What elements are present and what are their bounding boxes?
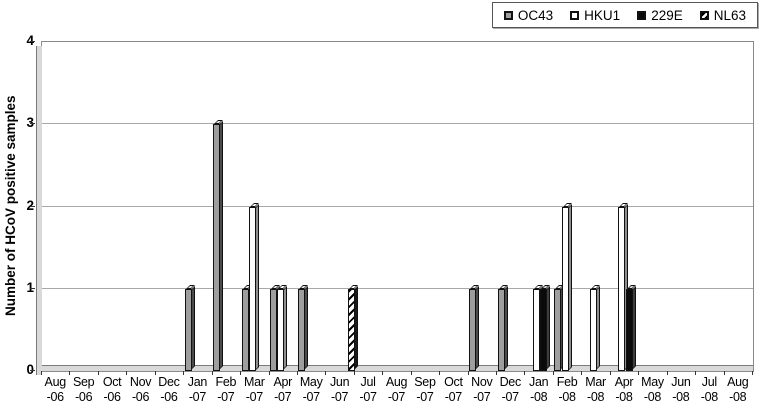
legend-label-229e: 229E <box>651 7 683 23</box>
y-tick-label-2: 2 <box>16 198 34 213</box>
legend-label-oc43: OC43 <box>517 7 554 23</box>
x-tick-mark <box>382 371 384 375</box>
bar-OC43-Feb-07 <box>213 124 221 371</box>
legend-label-nl63: NL63 <box>713 7 746 23</box>
x-tick-mark <box>268 371 270 375</box>
legend-item-hku1: HKU1 <box>570 8 620 23</box>
bar-OC43-May-07 <box>298 288 306 371</box>
x-tick-label-Nov-07: Nov -07 <box>471 375 493 404</box>
y-tick-label-1: 1 <box>16 280 34 295</box>
x-tick-mark <box>638 371 640 375</box>
x-tick-label-Aug-07: Aug -07 <box>385 375 408 404</box>
y-tick-label-4: 4 <box>16 33 34 48</box>
plot-area <box>36 41 754 375</box>
legend-item-nl63: NL63 <box>699 7 746 23</box>
bar-229E-Apr-08 <box>625 288 633 371</box>
chart-legend: OC43 HKU1 229E NL63 <box>491 2 758 28</box>
hku1-swatch-icon <box>570 10 580 20</box>
y-tick-mark <box>30 41 35 42</box>
gridline-3 <box>42 123 753 125</box>
x-tick-mark <box>609 371 611 375</box>
x-tick-label-Dec-07: Dec -07 <box>499 375 522 404</box>
bar-HKU1-Mar-07 <box>248 206 256 371</box>
legend-item-229e: 229E <box>637 8 683 23</box>
y-tick-label-3: 3 <box>16 115 34 130</box>
x-tick-mark <box>439 371 441 375</box>
axis-3d-floor <box>42 365 753 371</box>
gridline-2 <box>42 205 753 207</box>
bar-OC43-Nov-07 <box>469 288 477 371</box>
bar-HKU1-Apr-07 <box>277 288 285 371</box>
x-tick-mark <box>723 371 725 375</box>
x-tick-mark <box>69 371 71 375</box>
x-tick-mark <box>581 371 583 375</box>
x-tick-label-May-07: May -07 <box>299 375 323 404</box>
x-tick-mark <box>183 371 185 375</box>
x-tick-label-Aug-06: Aug -06 <box>44 375 67 404</box>
x-tick-label-Sep-06: Sep -06 <box>72 375 95 404</box>
x-tick-label-Mar-08: Mar -08 <box>585 375 606 404</box>
x-tick-label-Apr-08: Apr -08 <box>614 375 634 404</box>
x-tick-label-Jan-07: Jan -07 <box>187 375 208 404</box>
x-tick-mark <box>496 371 498 375</box>
x-tick-mark <box>325 371 327 375</box>
x-tick-label-Mar-07: Mar -07 <box>243 375 265 404</box>
x-tick-label-Feb-08: Feb -08 <box>556 375 578 404</box>
axis-3d-wall <box>36 46 42 375</box>
y-tick-mark <box>30 287 35 289</box>
x-tick-label-Aug-08: Aug -08 <box>727 375 749 404</box>
x-tick-label-Jan-08: Jan -08 <box>529 375 549 404</box>
x-tick-mark <box>211 371 213 375</box>
x-tick-mark <box>97 371 99 375</box>
x-tick-label-Oct-06: Oct -06 <box>102 375 122 404</box>
x-tick-mark <box>552 371 554 375</box>
x-tick-label-Jul-08: Jul -08 <box>700 375 718 404</box>
x-tick-label-Feb-07: Feb -07 <box>215 375 237 404</box>
bar-HKU1-Apr-08 <box>618 206 626 371</box>
x-tick-label-Jun-07: Jun -07 <box>329 375 350 404</box>
bar-OC43-Jan-07 <box>184 288 192 371</box>
bar-OC43-Dec-07 <box>497 288 505 371</box>
x-tick-mark <box>410 371 412 375</box>
229e-swatch-icon <box>637 10 647 20</box>
x-tick-label-Jun-08: Jun -08 <box>671 375 691 404</box>
x-tick-mark <box>41 371 42 375</box>
bar-NL63-Jun-07 <box>348 288 356 371</box>
bar-OC43-Apr-07 <box>270 288 278 371</box>
x-tick-mark <box>524 371 526 375</box>
gridline-1 <box>42 287 753 289</box>
x-tick-mark <box>752 371 753 375</box>
x-tick-label-Sep-07: Sep -07 <box>414 375 436 404</box>
y-tick-mark <box>30 123 35 125</box>
x-tick-label-Nov-06: Nov -06 <box>129 375 152 404</box>
bar-HKU1-Jan-08 <box>533 288 541 371</box>
x-tick-mark <box>240 371 242 375</box>
x-tick-mark <box>695 371 697 375</box>
bar-HKU1-Feb-08 <box>561 206 569 371</box>
x-tick-label-Jul-07: Jul -07 <box>359 375 377 404</box>
y-tick-mark <box>30 205 35 207</box>
bar-OC43-Mar-07 <box>241 288 249 371</box>
x-tick-label-Dec-06: Dec -06 <box>158 375 180 404</box>
x-tick-mark <box>296 371 298 375</box>
oc43-swatch-icon <box>503 10 513 20</box>
x-tick-mark <box>467 371 469 375</box>
x-tick-mark <box>154 371 156 375</box>
x-tick-label-May-08: May -08 <box>641 375 664 404</box>
y-tick-label-0: 0 <box>16 362 34 377</box>
bar-OC43-Feb-08 <box>554 288 562 371</box>
x-tick-mark <box>353 371 355 375</box>
x-tick-label-Oct-07: Oct -07 <box>444 375 463 404</box>
nl63-swatch-icon <box>699 10 709 20</box>
y-tick-mark <box>30 370 35 371</box>
legend-item-oc43: OC43 <box>503 7 554 23</box>
x-tick-mark <box>126 371 128 375</box>
x-tick-label-Apr-07: Apr -07 <box>273 375 293 404</box>
bar-229E-Jan-08 <box>540 288 548 371</box>
bar-HKU1-Mar-08 <box>589 288 597 371</box>
legend-label-hku1: HKU1 <box>584 7 621 23</box>
x-tick-mark <box>666 371 668 375</box>
